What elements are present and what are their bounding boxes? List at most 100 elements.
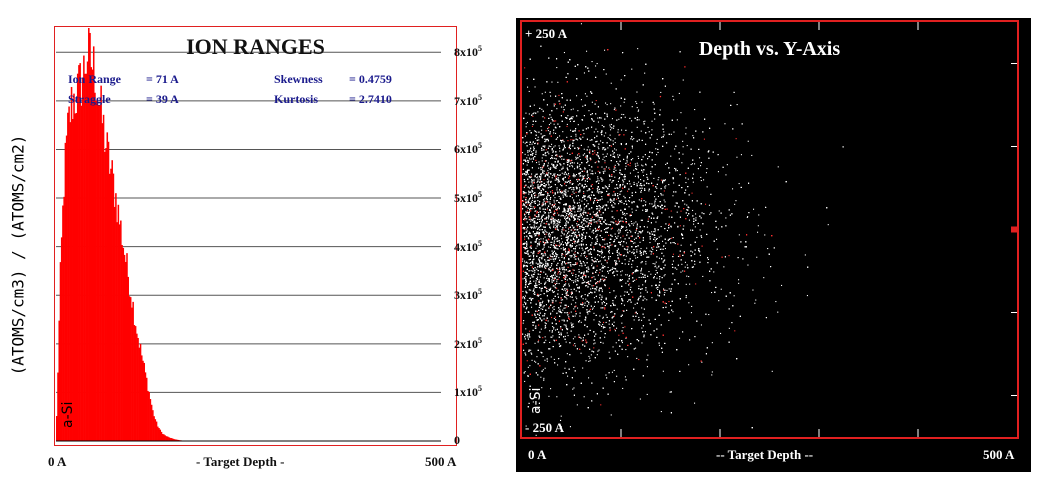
scatter-point (576, 95, 578, 97)
scatter-point (781, 284, 783, 286)
scatter-point (652, 213, 654, 215)
scatter-point (530, 218, 532, 220)
scatter-point (579, 175, 581, 177)
scatter-point (541, 168, 543, 170)
y-tick-label: 6x105 (454, 141, 482, 157)
scatter-point (579, 155, 581, 157)
scatter-point (582, 298, 584, 300)
scatter-point (584, 153, 586, 155)
scatter-point (608, 270, 610, 272)
scatter-point (647, 126, 649, 128)
scatter-point (564, 242, 566, 244)
scatter-point (662, 240, 664, 242)
scatter-point (604, 168, 606, 170)
scatter-point (569, 153, 571, 155)
scatter-point (603, 135, 605, 137)
scatter-point (684, 203, 686, 205)
scatter-point (548, 235, 550, 237)
scatter-point (584, 177, 586, 179)
scatter-point (597, 170, 599, 172)
histogram-bar (122, 247, 125, 441)
scatter-point (566, 279, 568, 281)
scatter-point (533, 280, 535, 282)
scatter-point (533, 208, 535, 210)
scatter-point (694, 163, 696, 165)
scatter-point (563, 319, 565, 321)
histogram-bar (62, 205, 64, 441)
scatter-point (537, 273, 539, 275)
scatter-point (560, 192, 562, 194)
scatter-point (717, 171, 719, 173)
scatter-point (544, 367, 546, 369)
scatter-point (592, 307, 594, 309)
scatter-point (586, 157, 588, 159)
scatter-point (691, 192, 693, 194)
histogram-bar (171, 438, 174, 441)
scatter-point (559, 155, 561, 157)
scatter-point (645, 201, 647, 203)
scatter-point (531, 226, 533, 228)
scatter-point (668, 288, 670, 290)
scatter-point (616, 274, 618, 276)
scatter-point (573, 280, 575, 282)
scatter-point (643, 121, 645, 123)
scatter-point (692, 209, 694, 211)
scatter-point (525, 425, 527, 427)
scatter-point (685, 182, 687, 184)
scatter-point (628, 276, 630, 278)
scatter-point (575, 234, 577, 236)
scatter-point (608, 246, 610, 248)
scatter-point (640, 179, 642, 181)
scatter-point (552, 223, 554, 225)
scatter-point (579, 247, 581, 249)
scatter-point (527, 151, 529, 153)
scatter-point (574, 255, 576, 257)
scatter-point (572, 214, 574, 216)
scatter-point (558, 94, 560, 96)
scatter-point (540, 265, 542, 267)
scatter-point (616, 327, 618, 329)
scatter-point (663, 131, 665, 133)
scatter-point (623, 114, 625, 116)
scatter-point (558, 155, 560, 157)
scatter-point (620, 105, 622, 107)
scatter-point (589, 283, 591, 285)
scatter-point (540, 294, 542, 296)
scatter-point (562, 131, 564, 133)
scatter-point (556, 108, 558, 110)
scatter-point (663, 190, 665, 192)
y-tick-label: 3x105 (454, 287, 482, 303)
scatter-point (656, 154, 658, 156)
scatter-point (575, 258, 577, 260)
scatter-point (568, 227, 570, 229)
scatter-point (634, 175, 636, 177)
scatter-point (662, 370, 664, 372)
scatter-point (604, 285, 606, 287)
y-tick-label: 5x105 (454, 190, 482, 206)
scatter-point (580, 255, 582, 257)
scatter-point (593, 305, 595, 307)
scatter-point (664, 292, 666, 294)
scatter-point (533, 289, 535, 291)
scatter-point (577, 235, 579, 237)
scatter-point (608, 184, 610, 186)
scatter-point (538, 300, 540, 302)
scatter-point (545, 326, 547, 328)
scatter-point (585, 256, 587, 258)
scatter-point (716, 248, 718, 250)
scatter-point (577, 147, 579, 149)
scatter-point (528, 202, 530, 204)
scatter-point (599, 272, 601, 274)
scatter-point (588, 310, 590, 312)
scatter-point (539, 276, 541, 278)
scatter-point (636, 357, 638, 359)
scatter-point (555, 132, 557, 134)
scatter-point (539, 318, 541, 320)
histogram-bar (166, 436, 169, 441)
scatter-point (598, 320, 600, 322)
scatter-point (567, 174, 569, 176)
scatter-point (566, 125, 568, 127)
scatter-point (653, 276, 655, 278)
scatter-point (591, 101, 593, 103)
scatter-point (589, 178, 591, 180)
